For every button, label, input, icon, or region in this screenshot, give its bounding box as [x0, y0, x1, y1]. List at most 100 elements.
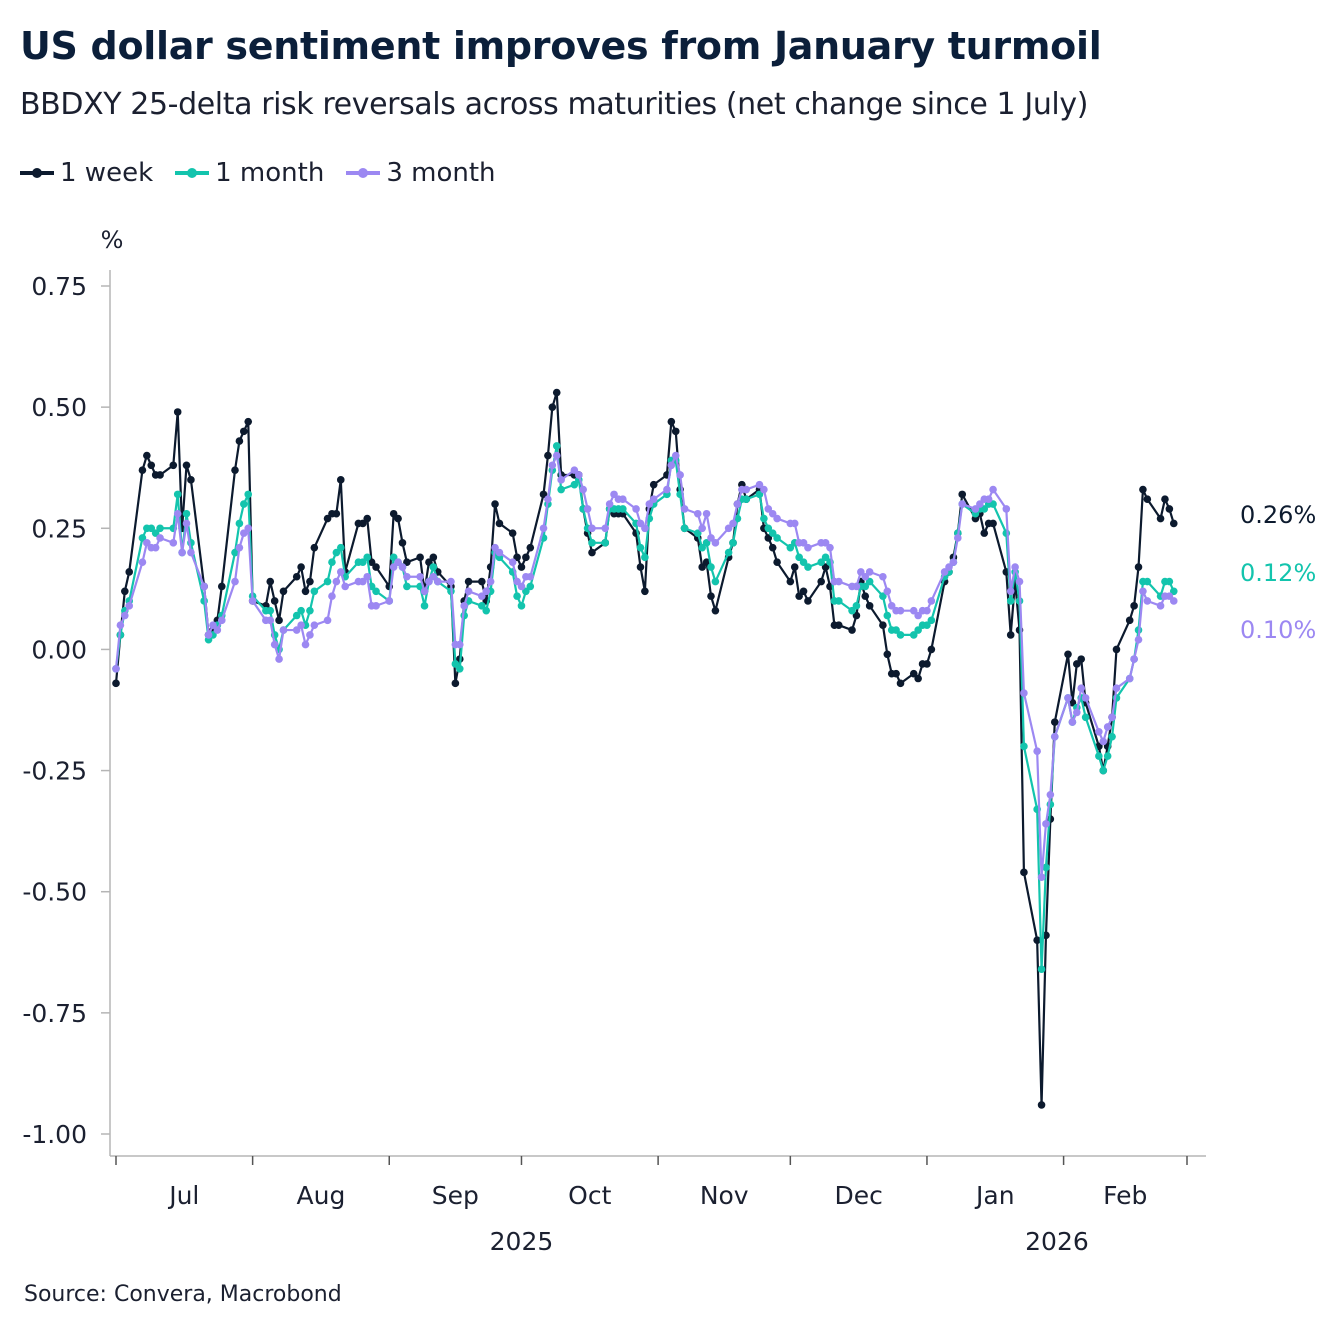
- data-point: [336, 476, 345, 484]
- data-point: [478, 602, 486, 610]
- legend-item-1-month[interactable]: 1 month: [175, 158, 324, 188]
- data-point: [1156, 514, 1165, 523]
- data-point: [804, 597, 812, 605]
- data-point: [279, 587, 288, 596]
- data-point: [1108, 713, 1116, 722]
- data-point: [641, 587, 649, 596]
- data-point: [297, 606, 305, 615]
- data-point: [923, 606, 931, 615]
- data-point: [927, 597, 936, 605]
- data-point: [332, 509, 341, 518]
- data-point: [909, 631, 918, 639]
- data-point: [865, 577, 874, 586]
- legend-item-3-month[interactable]: 3 month: [346, 158, 496, 188]
- legend-item-1-week[interactable]: 1 week: [20, 158, 153, 188]
- data-point: [1143, 495, 1152, 504]
- chart-title: US dollar sentiment improves from Januar…: [20, 24, 1102, 68]
- data-point: [1125, 674, 1134, 683]
- data-point: [865, 568, 874, 576]
- data-point: [482, 606, 491, 615]
- data-point: [636, 563, 645, 571]
- data-point: [742, 485, 751, 494]
- year-label: 2026: [1025, 1227, 1089, 1256]
- end-value-label: 0.12%: [1240, 559, 1316, 587]
- data-point: [1165, 505, 1174, 513]
- data-point: [1169, 519, 1178, 528]
- chart-subtitle: BBDXY 25-delta risk reversals across mat…: [20, 87, 1089, 122]
- data-point: [460, 602, 468, 610]
- data-point: [539, 524, 548, 533]
- data-point: [619, 495, 627, 504]
- data-point: [125, 602, 134, 610]
- data-point: [883, 650, 892, 659]
- data-point: [804, 543, 812, 552]
- end-value-label: 0.10%: [1240, 616, 1316, 644]
- data-point: [151, 543, 160, 552]
- data-point: [270, 640, 279, 649]
- data-point: [187, 476, 195, 484]
- data-point: [892, 669, 900, 678]
- data-point: [213, 626, 222, 634]
- data-point: [826, 543, 834, 552]
- data-point: [1081, 694, 1090, 702]
- data-point: [1037, 1101, 1046, 1109]
- data-point: [711, 577, 720, 586]
- data-point: [147, 524, 156, 533]
- data-point: [989, 519, 997, 528]
- data-point: [848, 606, 856, 615]
- data-point: [927, 616, 936, 625]
- data-point: [517, 582, 526, 591]
- data-point: [671, 427, 680, 436]
- y-tick-label: 0.50: [31, 393, 87, 422]
- data-point: [217, 582, 226, 591]
- data-point: [138, 466, 147, 474]
- data-point: [526, 572, 535, 581]
- data-point: [570, 480, 579, 489]
- data-point: [835, 597, 843, 605]
- data-point: [231, 548, 239, 557]
- data-point: [328, 592, 336, 600]
- data-point: [821, 563, 830, 571]
- data-point: [363, 572, 372, 581]
- data-point: [323, 616, 332, 625]
- data-point: [742, 495, 751, 504]
- series-line: [114, 391, 1175, 1107]
- data-point: [729, 519, 737, 528]
- data-point: [698, 563, 706, 571]
- data-point: [1006, 587, 1015, 596]
- data-point: [240, 529, 248, 537]
- data-point: [702, 558, 711, 567]
- data-point: [332, 548, 341, 557]
- data-point: [1050, 718, 1059, 726]
- data-point: [372, 563, 380, 571]
- data-point: [1112, 684, 1121, 692]
- data-point: [821, 553, 830, 562]
- data-point: [359, 577, 367, 586]
- data-point: [601, 539, 610, 547]
- data-point: [649, 480, 658, 489]
- data-point: [398, 539, 407, 547]
- data-point: [513, 553, 521, 562]
- data-point: [526, 582, 535, 591]
- y-tick-label: -0.25: [22, 757, 87, 786]
- year-label: 2025: [490, 1227, 554, 1256]
- data-point: [887, 602, 896, 610]
- data-point: [328, 558, 336, 567]
- data-point: [857, 568, 865, 576]
- data-point: [852, 582, 861, 591]
- data-point: [112, 679, 120, 688]
- data-point: [517, 563, 526, 571]
- data-point: [1112, 645, 1121, 654]
- data-point: [336, 568, 345, 576]
- data-point: [702, 539, 711, 547]
- data-point: [389, 553, 398, 562]
- data-point: [588, 539, 596, 547]
- data-point: [455, 665, 464, 673]
- data-point: [799, 539, 808, 547]
- data-point: [552, 442, 561, 450]
- data-point: [676, 471, 684, 479]
- data-point: [702, 509, 711, 518]
- data-point: [764, 534, 773, 542]
- legend-label: 1 month: [215, 158, 325, 188]
- data-point: [1002, 505, 1011, 513]
